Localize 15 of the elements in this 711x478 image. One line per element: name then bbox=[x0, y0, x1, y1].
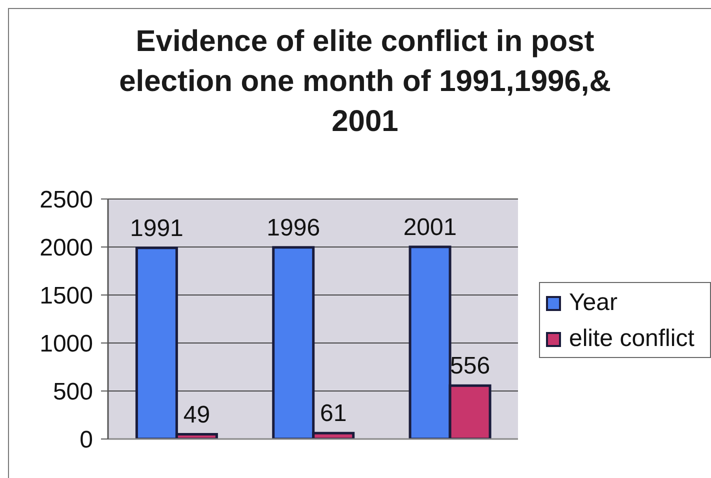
data-label: 1991 bbox=[130, 214, 184, 242]
data-label: 1996 bbox=[266, 214, 320, 242]
data-label: 49 bbox=[183, 401, 210, 428]
data-label: 556 bbox=[450, 352, 490, 380]
chart-title: Evidence of elite conflict in post election one month of 1991,1996,& 2001 bbox=[118, 24, 612, 140]
y-tick-label: 0 bbox=[80, 426, 93, 454]
y-tick-label: 1500 bbox=[40, 282, 93, 310]
y-tick-label: 1000 bbox=[40, 330, 93, 358]
data-label: 2001 bbox=[403, 214, 457, 241]
y-tick-label: 2000 bbox=[40, 234, 93, 262]
legend-label: Year bbox=[569, 289, 618, 317]
data-label: 61 bbox=[320, 400, 347, 428]
y-tick-label: 2500 bbox=[40, 186, 93, 214]
y-tick-label: 500 bbox=[52, 378, 93, 406]
legend-label: elite conflict bbox=[569, 325, 694, 353]
